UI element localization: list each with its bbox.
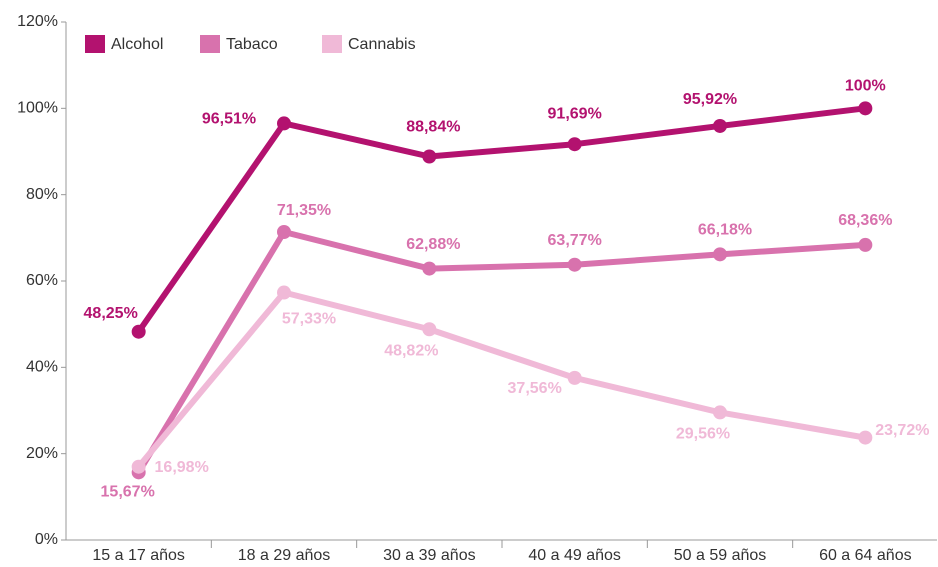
- data-label: 23,72%: [875, 422, 929, 439]
- data-point: [422, 261, 437, 276]
- series-line: [136, 289, 866, 469]
- legend-swatch: [200, 35, 220, 53]
- y-tick-label: 120%: [17, 13, 58, 30]
- data-point: [567, 137, 582, 152]
- data-point: [858, 430, 873, 445]
- data-point: [131, 459, 146, 474]
- x-tick-label: 15 a 17 años: [92, 547, 185, 564]
- data-point: [277, 116, 291, 131]
- legend-label: Cannabis: [348, 36, 416, 53]
- data-label: 62,88%: [406, 236, 460, 253]
- data-label: 37,56%: [508, 380, 562, 397]
- data-point: [277, 225, 291, 240]
- legend-label: Tabaco: [226, 36, 278, 53]
- series-line: [136, 229, 866, 474]
- data-label: 96,51%: [202, 111, 256, 128]
- y-tick-label: 100%: [17, 100, 58, 117]
- data-point: [567, 370, 582, 385]
- y-tick-label: 40%: [26, 359, 58, 376]
- data-label: 48,25%: [84, 305, 138, 322]
- y-tick-label: 0%: [35, 531, 58, 548]
- data-label: 88,84%: [406, 119, 460, 136]
- data-point: [858, 237, 873, 252]
- x-tick-label: 50 a 59 años: [674, 547, 767, 564]
- x-tick-label: 40 a 49 años: [528, 547, 621, 564]
- data-label: 68,36%: [838, 212, 892, 229]
- legend-swatch: [85, 35, 105, 53]
- data-label: 91,69%: [548, 105, 602, 122]
- data-label: 71,35%: [277, 202, 331, 219]
- data-label: 48,82%: [384, 342, 438, 359]
- data-point: [131, 324, 146, 339]
- x-tick-label: 30 a 39 años: [383, 547, 476, 564]
- data-point: [422, 149, 437, 164]
- data-point: [567, 257, 582, 272]
- series-line: [136, 105, 866, 334]
- data-label: 63,77%: [548, 232, 602, 249]
- data-label: 66,18%: [698, 222, 752, 239]
- data-point: [713, 405, 727, 420]
- y-tick-label: 80%: [26, 186, 58, 203]
- y-tick-label: 20%: [26, 445, 58, 462]
- data-point: [713, 118, 727, 133]
- data-label: 100%: [845, 78, 886, 95]
- data-point: [858, 101, 873, 116]
- data-point: [713, 247, 727, 262]
- data-label: 16,98%: [155, 459, 209, 476]
- x-tick-label: 18 a 29 años: [238, 547, 331, 564]
- data-point: [277, 285, 291, 300]
- x-tick-label: 60 a 64 años: [819, 547, 912, 564]
- data-point: [422, 322, 437, 337]
- y-tick-label: 60%: [26, 272, 58, 289]
- legend-swatch: [322, 35, 342, 53]
- legend-label: Alcohol: [111, 36, 163, 53]
- data-label: 29,56%: [676, 426, 730, 443]
- data-label: 95,92%: [683, 91, 737, 108]
- data-label: 15,67%: [101, 484, 155, 501]
- data-label: 57,33%: [282, 311, 336, 328]
